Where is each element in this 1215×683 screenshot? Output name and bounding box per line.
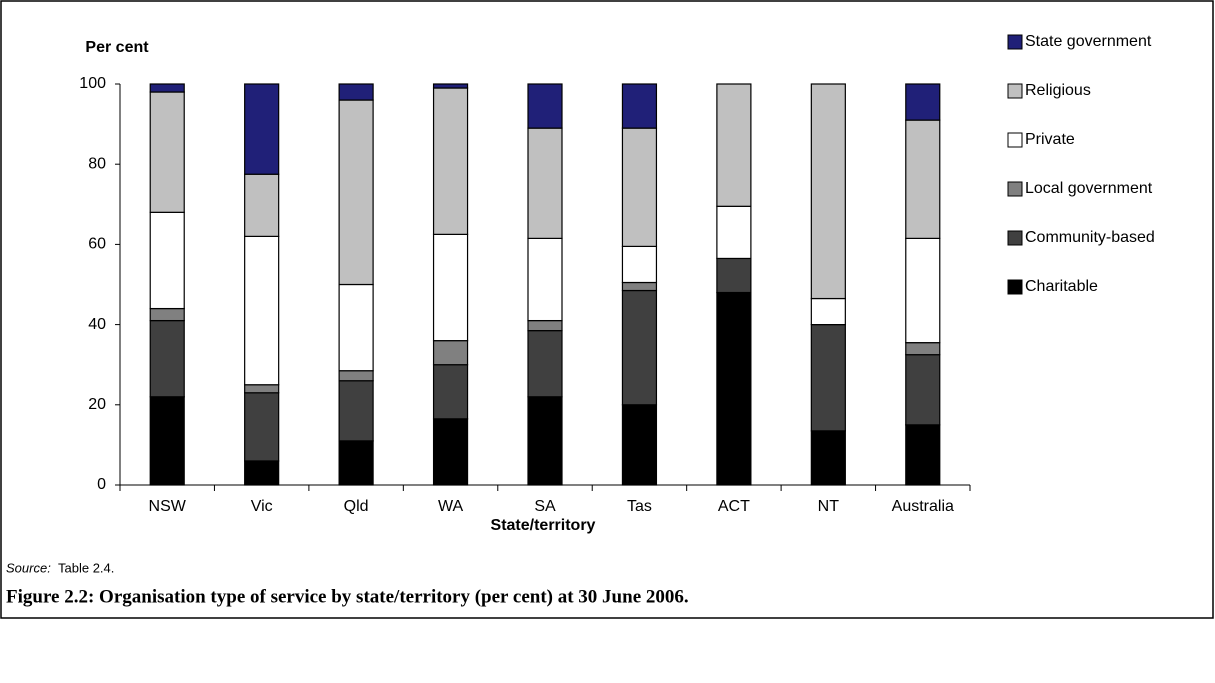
bar-segment <box>621 289 658 406</box>
bar-segment <box>716 291 752 486</box>
bar-segment <box>149 319 185 398</box>
bar-segment <box>432 340 469 366</box>
bar-segment <box>621 127 658 248</box>
legend-swatch <box>1007 132 1023 148</box>
x-tick-label: NSW <box>149 498 187 515</box>
x-tick-label: SA <box>534 498 556 515</box>
bar-segment <box>716 83 752 207</box>
source-text: Table 2.4. <box>58 560 114 575</box>
y-tick-label: 20 <box>88 396 106 413</box>
y-tick-label: 60 <box>88 236 106 253</box>
bar-segment <box>905 424 941 486</box>
bar-segment <box>527 396 563 486</box>
x-tick-label: Vic <box>251 498 273 515</box>
x-tick-label: ACT <box>718 498 750 515</box>
bar-segment <box>244 460 280 486</box>
bar-segment <box>149 91 185 213</box>
legend-label: Charitable <box>1025 278 1098 295</box>
bar-segment <box>527 319 563 332</box>
bar-segment <box>338 99 374 286</box>
bar-segment <box>621 83 658 129</box>
bar-segment <box>149 83 185 93</box>
bar-segment <box>527 237 563 322</box>
bar-segment <box>905 354 941 426</box>
bar-segment <box>810 430 846 486</box>
bar-segment <box>621 404 658 486</box>
bar-segment <box>244 392 280 462</box>
bar-segment <box>244 235 280 386</box>
y-tick-label: 80 <box>88 155 106 172</box>
bar-segment <box>905 342 941 356</box>
bar-segment <box>432 233 469 342</box>
bar-segment <box>432 364 469 420</box>
bar-segment <box>621 245 658 284</box>
frame <box>0 0 1214 619</box>
legend-swatch <box>1007 279 1023 295</box>
bar-segment <box>149 307 185 322</box>
bar-segment <box>905 83 941 121</box>
legend-swatch <box>1007 34 1023 50</box>
bar-segment <box>716 205 752 260</box>
bar-segment <box>338 380 374 442</box>
legend-swatch <box>1007 230 1023 246</box>
bar-segment <box>338 440 374 486</box>
bar-segment <box>338 83 374 101</box>
x-tick-label: NT <box>818 498 840 515</box>
legend-swatch <box>1007 83 1023 99</box>
bar-segment <box>810 324 846 432</box>
bar-segment <box>432 83 469 89</box>
x-tick-label: WA <box>438 498 464 515</box>
bar-segment <box>810 83 846 300</box>
bar-segment <box>905 237 941 344</box>
bar-segment <box>432 87 469 235</box>
bar-segment <box>244 173 280 237</box>
legend-swatch <box>1007 181 1023 197</box>
bar-segment <box>244 384 280 394</box>
bar-segment <box>527 330 563 398</box>
bar-segment <box>905 119 941 239</box>
x-tick-label: Australia <box>892 498 954 515</box>
bar-segment <box>432 418 469 486</box>
x-tick-label: Tas <box>627 498 652 515</box>
bar-segment <box>621 281 658 292</box>
figure-caption: Figure 2.2: Organisation type of service… <box>6 586 689 607</box>
bar-segment <box>810 297 846 326</box>
legend-label: State government <box>1025 33 1152 50</box>
bar-segment <box>527 127 563 239</box>
bar-segment <box>149 396 185 486</box>
legend-label: Religious <box>1025 82 1091 99</box>
legend-label: Community-based <box>1025 229 1155 246</box>
bar-segment <box>338 370 374 382</box>
bar-segment <box>338 283 374 372</box>
x-axis-label: State/territory <box>491 517 596 534</box>
legend-label: Private <box>1025 131 1075 148</box>
y-tick-label: 0 <box>97 476 106 493</box>
bar-segment <box>527 83 563 129</box>
legend-label: Local government <box>1025 180 1153 197</box>
x-tick-label: Qld <box>344 498 369 515</box>
y-tick-label: 40 <box>88 316 106 333</box>
bar-segment <box>149 211 185 310</box>
bar-segment <box>716 257 752 294</box>
bar-segment <box>244 83 280 175</box>
y-axis-label: Per cent <box>85 39 149 56</box>
source-label: Source: <box>6 560 51 575</box>
y-tick-label: 100 <box>79 75 106 92</box>
